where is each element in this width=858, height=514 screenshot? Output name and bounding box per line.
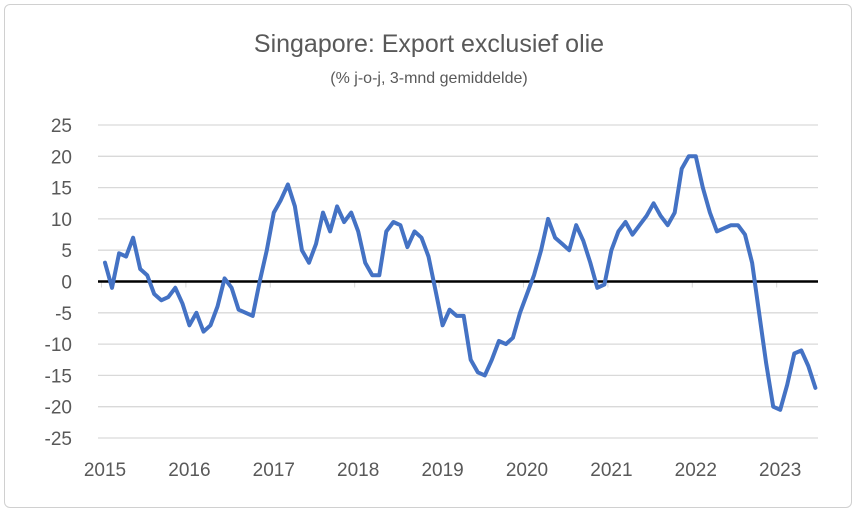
y-tick-label: -15 — [45, 366, 72, 387]
x-tick-label: 2015 — [84, 460, 126, 481]
x-tick-label: 2021 — [590, 460, 632, 481]
y-tick-label: 15 — [51, 179, 72, 200]
y-tick-label: -5 — [55, 304, 72, 325]
x-tick-label: 2017 — [253, 460, 295, 481]
y-tick-label: -10 — [45, 335, 72, 356]
x-tick-label: 2018 — [337, 460, 379, 481]
y-tick-label: -20 — [45, 398, 72, 419]
chart-title: Singapore: Export exclusief olie — [253, 30, 605, 58]
y-tick-label: 10 — [51, 210, 72, 231]
series-line-export — [103, 154, 818, 412]
chart-frame — [4, 4, 852, 508]
y-tick-label: -25 — [45, 429, 72, 450]
y-tick-label: 0 — [61, 273, 72, 294]
y-tick-label: 25 — [51, 116, 72, 137]
x-tick-label: 2020 — [506, 460, 548, 481]
x-tick-label: 2023 — [759, 460, 801, 481]
y-tick-label: 5 — [61, 241, 72, 262]
x-tick-label: 2016 — [168, 460, 210, 481]
x-tick-label: 2019 — [421, 460, 463, 481]
y-tick-label: 20 — [51, 147, 72, 168]
chart-subtitle: (% j-o-j, 3-mnd gemiddelde) — [330, 70, 528, 87]
x-tick-label: 2022 — [675, 460, 717, 481]
